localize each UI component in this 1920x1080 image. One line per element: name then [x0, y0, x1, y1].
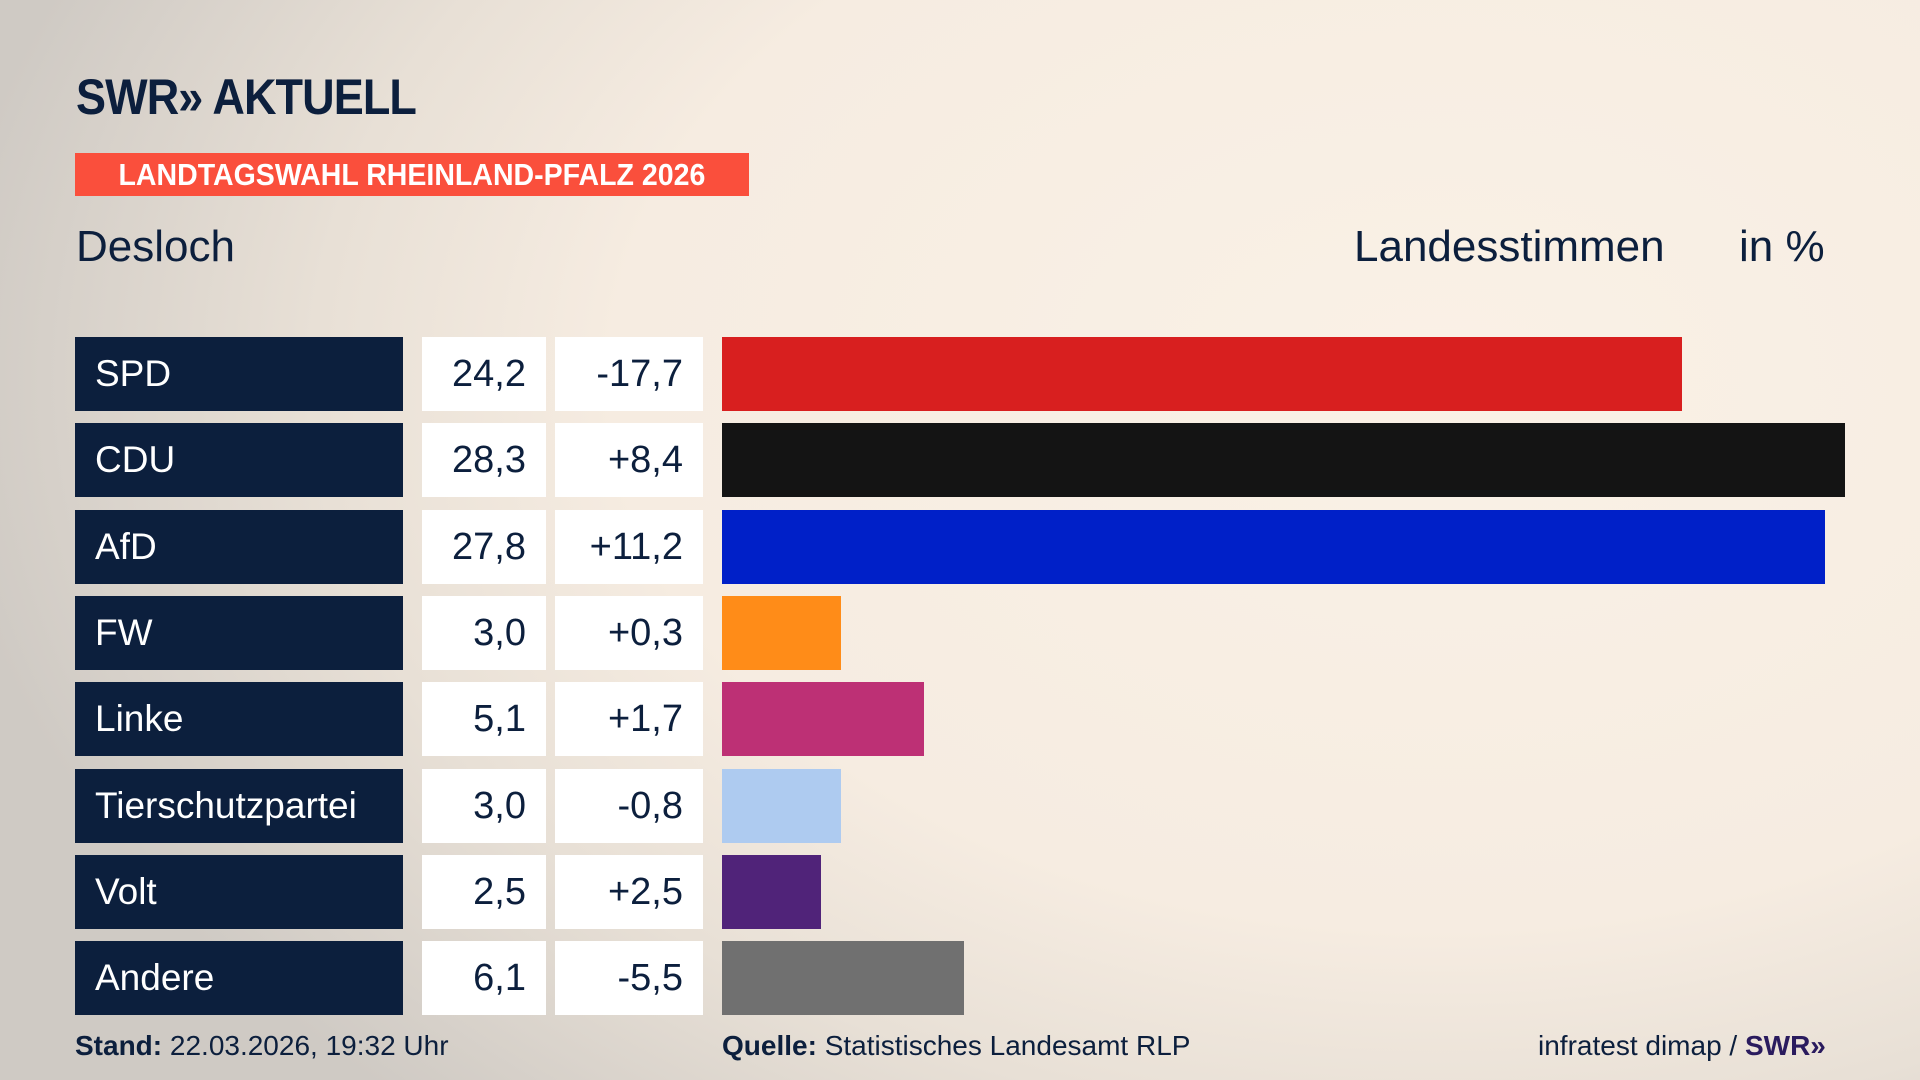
vote-change-label: +1,7: [555, 682, 703, 757]
party-name: SPD: [75, 337, 403, 411]
party-name: CDU: [75, 423, 403, 498]
unit-label: in %: [1739, 222, 1825, 271]
vote-share-label: 5,1: [422, 682, 546, 757]
vote-change-label: +11,2: [555, 509, 703, 584]
party-name: Linke: [75, 682, 403, 757]
party-name: Tierschutzpartei: [75, 768, 403, 843]
credit: infratest dimap / SWR»: [1538, 1030, 1826, 1062]
party-bar: [722, 941, 965, 1016]
party-row: AfD 27,8 +11,2: [0, 509, 1920, 584]
party-row: Linke 5,1 +1,7: [0, 682, 1920, 757]
source-label: Quelle:: [722, 1030, 817, 1061]
stand-value: 22.03.2026, 19:32 Uhr: [169, 1030, 449, 1061]
place-title: Desloch: [76, 222, 235, 271]
party-bar: [722, 509, 1826, 584]
party-name: Andere: [75, 941, 403, 1016]
vote-change-label: -17,7: [555, 337, 703, 411]
vote-change-label: -5,5: [555, 941, 703, 1016]
swr-aktuell-logo: SWR» AKTUELL: [76, 69, 417, 125]
vote-share-label: 6,1: [422, 941, 546, 1016]
vote-share-label: 28,3: [422, 423, 546, 498]
vote-share-label: 27,8: [422, 509, 546, 584]
vote-change-label: +8,4: [555, 423, 703, 498]
stand-label: Stand:: [75, 1030, 163, 1061]
party-row: SPD 24,2 -17,7: [0, 337, 1920, 411]
party-bar: [722, 423, 1845, 498]
banner-text: LANDTAGSWAHL RHEINLAND-PFALZ 2026: [118, 157, 706, 192]
party-row: CDU 28,3 +8,4: [0, 423, 1920, 498]
timestamp: Stand: 22.03.2026, 19:32 Uhr: [75, 1030, 449, 1062]
vote-share-label: 3,0: [422, 768, 546, 843]
vote-change-label: +2,5: [555, 854, 703, 929]
source-value: Statistisches Landesamt RLP: [824, 1030, 1191, 1061]
party-row: Tierschutzpartei 3,0 -0,8: [0, 768, 1920, 843]
election-banner: LANDTAGSWAHL RHEINLAND-PFALZ 2026: [75, 153, 749, 196]
measure-label: Landesstimmen: [1354, 222, 1665, 271]
vote-share-label: 3,0: [422, 595, 546, 670]
party-name: Volt: [75, 854, 403, 929]
vote-change-label: -0,8: [555, 768, 703, 843]
swr-logo-small: SWR»: [1744, 1030, 1826, 1061]
party-row: Andere 6,1 -5,5: [0, 941, 1920, 1016]
party-bar: [722, 768, 842, 843]
party-name: FW: [75, 595, 403, 670]
party-bar: [722, 595, 842, 670]
party-row: FW 3,0 +0,3: [0, 595, 1920, 670]
vote-share-label: 24,2: [422, 337, 546, 411]
party-bar: [722, 337, 1683, 411]
party-bar: [722, 682, 925, 757]
party-name: AfD: [75, 509, 403, 584]
party-bar: [722, 854, 822, 929]
source: Quelle: Statistisches Landesamt RLP: [722, 1030, 1190, 1062]
vote-share-label: 2,5: [422, 854, 546, 929]
credit-text: infratest dimap /: [1538, 1030, 1738, 1061]
vote-change-label: +0,3: [555, 595, 703, 670]
party-row: Volt 2,5 +2,5: [0, 854, 1920, 929]
